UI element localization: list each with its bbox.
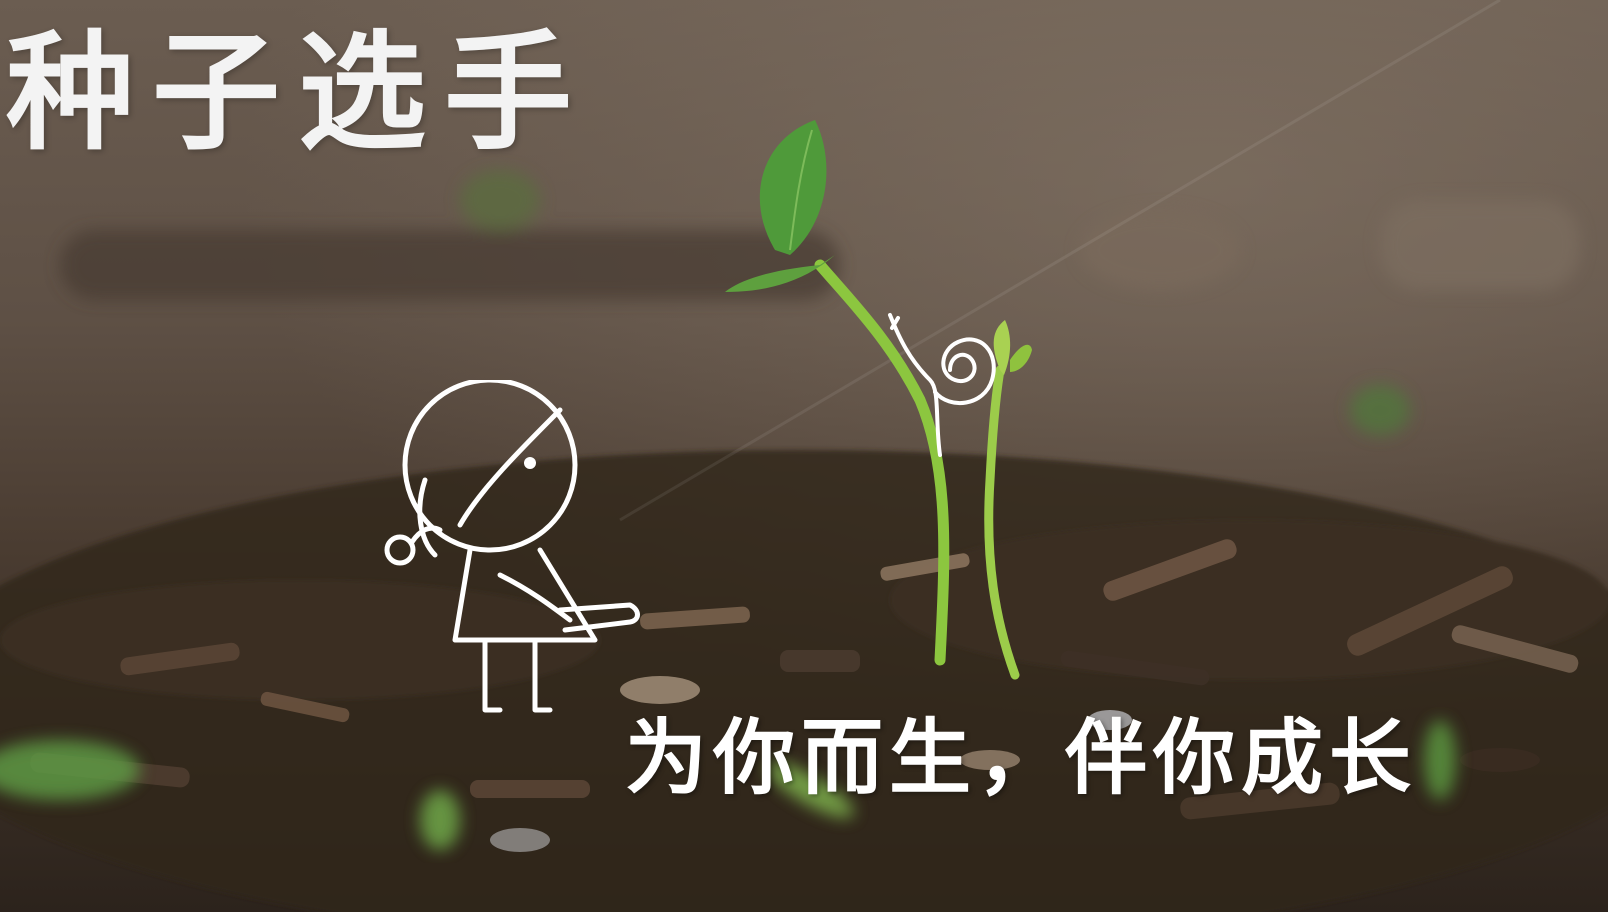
eye-dot bbox=[524, 457, 536, 469]
seedling bbox=[725, 120, 950, 666]
child-doodle-illustration bbox=[384, 380, 640, 713]
banner-title: 种子选手 bbox=[6, 19, 591, 168]
snail-doodle-illustration bbox=[888, 313, 996, 457]
banner-slogan: 为你而生，伴你成长 bbox=[625, 711, 1418, 806]
small-sprout bbox=[984, 320, 1032, 680]
